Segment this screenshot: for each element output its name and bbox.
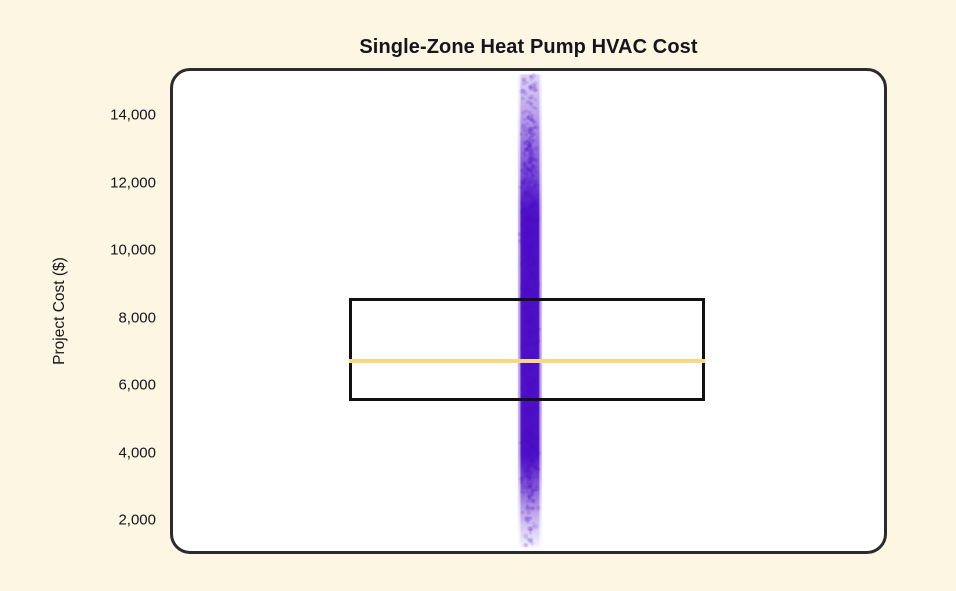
y-tick-label: 14,000 [110,106,156,124]
chart-panel [170,68,887,554]
strip-plot-canvas [173,71,884,551]
chart-title: Single-Zone Heat Pump HVAC Cost [359,36,698,59]
y-tick-label: 12,000 [110,174,156,192]
y-tick-label: 8,000 [118,309,156,327]
plot-area [173,71,884,551]
y-tick-label: 6,000 [118,376,156,394]
median-line [349,359,705,363]
y-axis-tick-gutter: 2,000 4,000 6,000 8,000 10,000 12,000 14,000 [0,68,156,554]
box-plot-box [349,297,705,401]
y-tick-label: 2,000 [118,511,156,529]
y-tick-label: 10,000 [110,241,156,259]
y-tick-label: 4,000 [118,444,156,462]
